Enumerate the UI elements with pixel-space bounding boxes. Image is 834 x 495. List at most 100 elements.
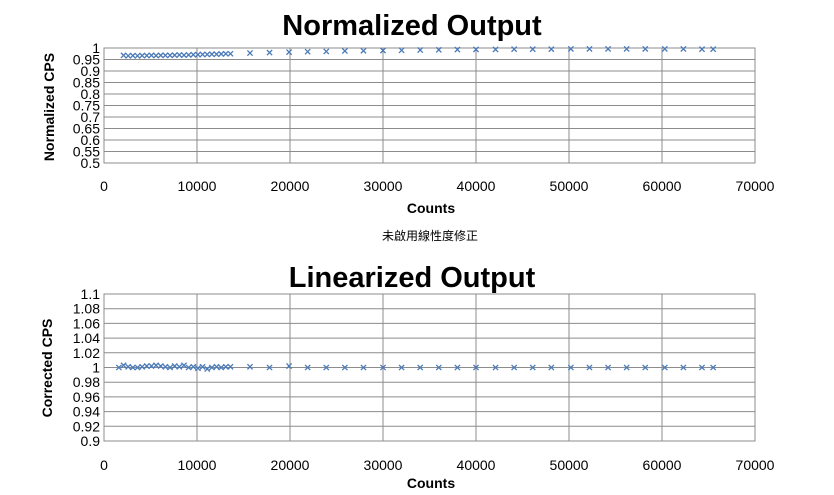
- y-tick-label: 1.02: [73, 345, 100, 361]
- data-point: [435, 364, 442, 371]
- x-tick-label: 30000: [364, 178, 403, 194]
- plot-frame: [103, 47, 756, 164]
- data-point: [417, 47, 424, 54]
- data-point: [398, 364, 405, 371]
- data-point: [171, 362, 178, 370]
- data-point: [190, 363, 197, 370]
- data-point: [148, 362, 155, 370]
- y-tick-label: 0.9: [81, 63, 101, 79]
- x-tick-label: 50000: [550, 178, 589, 194]
- x-tick-label: 50000: [550, 457, 589, 473]
- data-point: [286, 362, 293, 370]
- data-point: [698, 46, 706, 53]
- x-tick-label: 60000: [643, 178, 682, 194]
- y-tick-label: 0.94: [73, 404, 100, 420]
- data-point: [567, 45, 574, 52]
- data-point: [710, 364, 717, 371]
- y-tick-label: 1: [92, 360, 100, 376]
- data-point: [511, 46, 518, 53]
- data-point: [511, 364, 518, 371]
- data-point: [623, 45, 630, 52]
- data-point: [680, 364, 687, 371]
- data-point: [157, 52, 164, 59]
- y-tick-label: 0.8: [81, 86, 101, 102]
- data-point: [176, 363, 183, 370]
- x-tick-label: 60000: [643, 457, 682, 473]
- data-point: [454, 46, 461, 53]
- data-point: [642, 364, 649, 371]
- chart-2-y-axis-label: Corrected CPS: [39, 319, 55, 418]
- data-point: [472, 46, 480, 53]
- data-point: [360, 47, 367, 54]
- y-tick-label: 0.85: [73, 75, 100, 91]
- data-point: [139, 363, 146, 370]
- data-point: [185, 364, 192, 371]
- data-point: [199, 51, 206, 58]
- data-point: [642, 45, 649, 52]
- data-point: [379, 364, 387, 371]
- caption-text: 未啟用線性度修正: [382, 228, 478, 243]
- x-tick-label: 20000: [271, 457, 310, 473]
- data-point: [417, 364, 424, 371]
- data-point: [567, 364, 574, 371]
- y-tick-label: 1.08: [73, 301, 100, 317]
- data-point: [194, 51, 201, 58]
- y-tick-label: 0.55: [73, 144, 100, 160]
- x-tick-label: 40000: [457, 178, 496, 194]
- y-tick-label: 0.9: [81, 433, 101, 449]
- data-point: [208, 51, 215, 58]
- data-point: [227, 50, 234, 57]
- data-point: [180, 52, 188, 59]
- chart-1-x-ticks: 0 10000 20000 30000 40000 50000 60000 70000: [100, 178, 775, 194]
- data-point: [227, 363, 234, 370]
- data-point: [199, 363, 206, 370]
- x-tick-label: 10000: [178, 178, 217, 194]
- data-point: [304, 364, 311, 371]
- data-point: [529, 364, 536, 371]
- data-point: [246, 363, 254, 370]
- data-point: [204, 365, 211, 373]
- y-tick-label: 0.95: [73, 52, 100, 68]
- y-tick-label: 0.98: [73, 374, 100, 390]
- data-point: [213, 51, 220, 58]
- data-point: [134, 52, 141, 59]
- data-point: [454, 364, 461, 371]
- data-point: [162, 52, 169, 59]
- data-point: [266, 364, 273, 371]
- data-point: [148, 52, 155, 59]
- data-point: [398, 47, 405, 54]
- data-point: [341, 47, 348, 55]
- data-point: [153, 362, 160, 369]
- y-tick-label: 0.96: [73, 389, 100, 405]
- data-point: [153, 52, 160, 59]
- data-point: [115, 364, 122, 371]
- data-point: [190, 51, 197, 58]
- chart-2-x-ticks: 0 10000 20000 30000 40000 50000 60000 70000: [100, 457, 775, 473]
- data-point: [120, 362, 127, 369]
- y-tick-label: 1.06: [73, 315, 100, 331]
- x-tick-label: 10000: [178, 457, 217, 473]
- x-tick-label: 0: [100, 457, 108, 473]
- data-point: [304, 48, 311, 55]
- data-point: [323, 364, 330, 371]
- y-tick-label: 1.1: [81, 286, 101, 302]
- y-tick-label: 0.75: [73, 98, 100, 114]
- data-point: [125, 52, 132, 59]
- data-point: [548, 364, 555, 371]
- chart-1-x-axis-label: Counts: [407, 200, 455, 216]
- chart-2-series: [115, 362, 717, 373]
- data-point: [139, 52, 146, 59]
- data-point: [548, 46, 555, 53]
- chart-2-title: Linearized Output: [289, 262, 536, 294]
- y-tick-label: 0.92: [73, 418, 100, 434]
- data-point: [204, 51, 211, 58]
- y-tick-label: 0.65: [73, 121, 100, 137]
- data-point: [435, 46, 442, 53]
- data-point: [125, 363, 132, 370]
- data-point: [286, 49, 293, 56]
- data-point: [143, 362, 150, 370]
- data-point: [323, 48, 330, 55]
- data-point: [529, 46, 536, 53]
- data-point: [218, 50, 225, 58]
